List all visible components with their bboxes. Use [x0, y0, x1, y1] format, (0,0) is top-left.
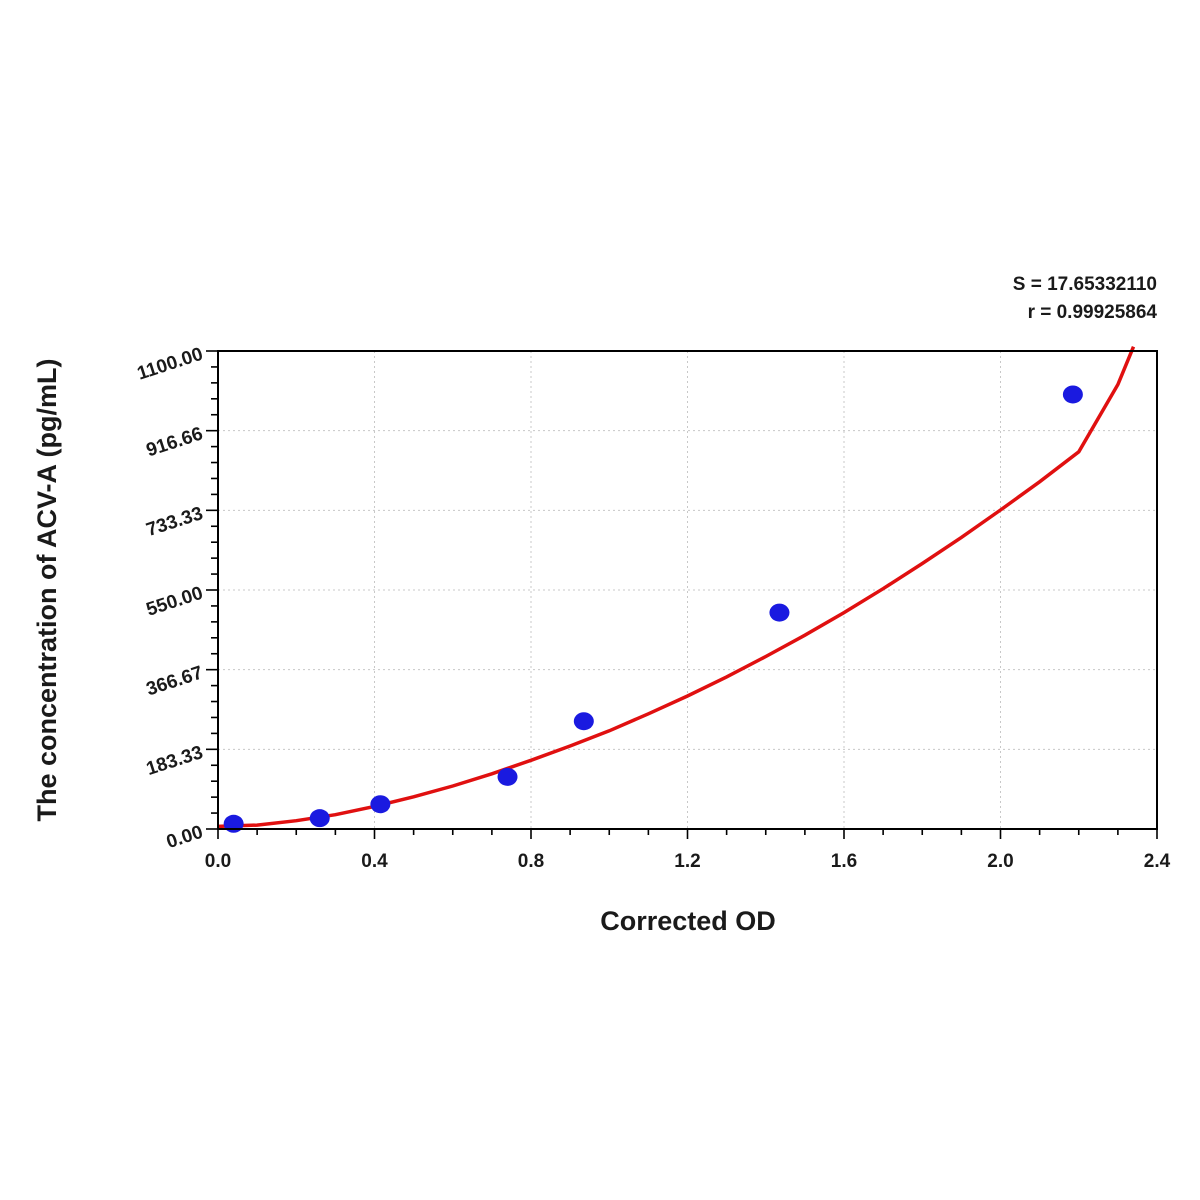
data-point	[497, 767, 518, 786]
y-tick-label: 550.00	[144, 583, 206, 621]
y-tick-label: 0.00	[164, 822, 206, 853]
x-axis-title: Corrected OD	[600, 906, 776, 936]
x-tick-labels: 0.0 0.4 0.8 1.2 1.6 2.0 2.4	[205, 851, 1171, 872]
x-tick-label: 0.4	[361, 851, 388, 872]
y-tick-label: 366.67	[144, 662, 206, 700]
grid-lines	[218, 351, 1157, 829]
x-tick-label: 2.0	[987, 851, 1013, 872]
y-tick-label: 1100.00	[135, 344, 206, 385]
fit-curve-layer	[217, 346, 1136, 829]
x-tick-label: 1.2	[674, 851, 700, 872]
r-statistic: r = 0.99925864	[1028, 302, 1158, 323]
axis-ticks	[206, 350, 1158, 839]
data-point	[769, 603, 790, 622]
x-tick-label: 1.6	[831, 851, 857, 872]
y-axis-title: The concentration of ACV-A (pg/mL)	[32, 359, 62, 822]
data-point	[309, 809, 330, 828]
x-tick-label: 0.0	[205, 851, 231, 872]
data-point	[223, 814, 244, 833]
y-tick-labels: 0.00 183.33 366.67 550.00 733.33 916.66 1100.0…	[135, 344, 206, 853]
data-point	[573, 712, 594, 731]
y-tick-label: 183.33	[144, 742, 206, 780]
data-point	[1062, 385, 1083, 404]
x-tick-label: 2.4	[1144, 851, 1171, 872]
x-tick-label: 0.8	[518, 851, 544, 872]
s-statistic: S = 17.65332110	[1013, 274, 1157, 295]
data-points-layer	[223, 385, 1083, 833]
y-tick-label: 916.66	[144, 423, 206, 461]
fit-curve	[217, 346, 1136, 829]
y-tick-label: 733.33	[144, 503, 206, 541]
data-point	[370, 795, 391, 814]
